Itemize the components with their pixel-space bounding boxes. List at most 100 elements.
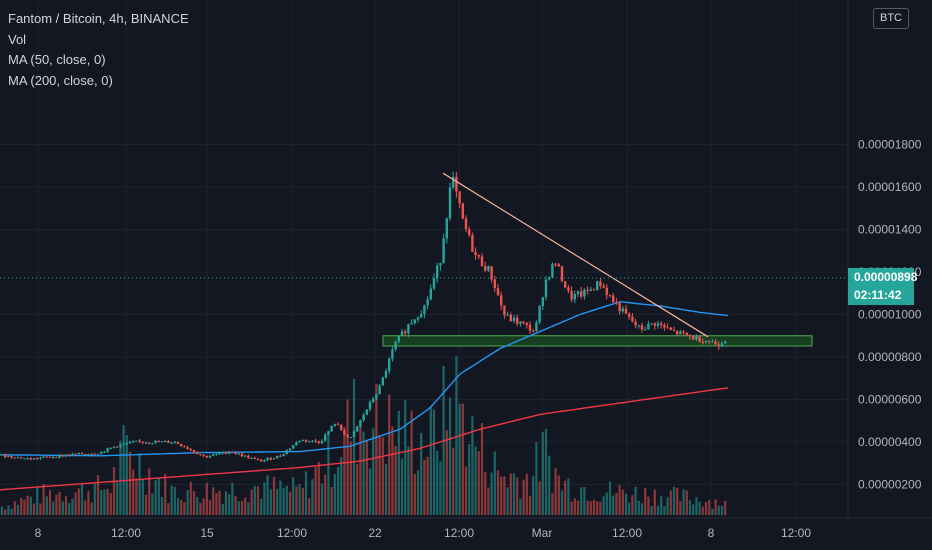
candle-body <box>608 294 612 296</box>
candle-body <box>202 454 205 456</box>
volume-bar <box>432 409 436 515</box>
ma200-line <box>0 387 729 491</box>
volume-bar <box>576 500 580 515</box>
price-tick-label: 0.00000200 <box>858 478 922 492</box>
candle-body <box>589 289 592 291</box>
volume-bar <box>256 486 260 515</box>
candle-body <box>247 455 250 459</box>
candle-body <box>631 316 634 322</box>
volume-bar <box>420 432 423 515</box>
candle-body <box>132 441 135 443</box>
bar-countdown: 02:11:42 <box>854 288 902 302</box>
volume-bar <box>464 466 468 515</box>
candle-body <box>58 455 61 458</box>
volume-bar <box>244 497 247 515</box>
candle-body <box>685 332 688 336</box>
ma200-path <box>0 387 729 491</box>
candle-body <box>573 293 576 300</box>
candle-body <box>717 344 720 347</box>
candle-body <box>292 445 295 449</box>
volume-bar <box>205 483 208 515</box>
volume-bar <box>586 500 589 515</box>
volume-bar <box>157 477 160 515</box>
candle-body <box>474 251 477 255</box>
volume-bar <box>135 478 138 515</box>
candle-body <box>128 441 132 444</box>
price-tick-label: 0.00000600 <box>858 393 922 407</box>
volume-bar <box>519 498 522 515</box>
price-axis[interactable]: 0.000018000.000016000.000014000.00001200… <box>858 138 922 492</box>
candle-body <box>512 317 516 321</box>
volume-bar <box>682 489 685 515</box>
volume-bar <box>39 503 42 515</box>
candle-body <box>356 426 359 432</box>
legend-vol[interactable]: Vol <box>8 31 27 47</box>
candle-body <box>304 439 308 442</box>
volume-bar <box>688 500 692 515</box>
volume-bar <box>164 474 167 515</box>
legend-ma200[interactable]: MA (200, close, 0) <box>8 72 113 88</box>
volume-bar <box>368 468 372 515</box>
volume-bar <box>631 495 634 515</box>
candle-body <box>199 454 202 456</box>
volume-bar <box>692 504 695 515</box>
volume-bar <box>653 489 656 515</box>
legend-ma50[interactable]: MA (50, close, 0) <box>8 52 106 67</box>
legend-title[interactable]: Fantom / Bitcoin, 4h, BINANCE <box>8 11 189 26</box>
candle-body <box>20 457 23 459</box>
candle-body <box>416 317 420 320</box>
volume-bar <box>397 410 400 515</box>
volume-bar <box>64 496 68 515</box>
volume-bar <box>656 505 660 515</box>
candle-body <box>7 455 10 458</box>
candle-body <box>250 457 253 459</box>
volume-bar <box>186 489 189 515</box>
time-axis[interactable]: 8 12:00 15 12:00 22 12:00 Mar 12:00 8 12:00 <box>35 526 812 540</box>
price-tick-label: 0.00001600 <box>858 180 922 194</box>
candle-body <box>192 450 196 453</box>
volume-bar <box>250 489 253 515</box>
candle-body <box>432 278 436 289</box>
candle-body <box>77 452 80 455</box>
candle-body <box>688 335 692 337</box>
volume-bar <box>679 501 682 515</box>
candle-body <box>404 331 407 334</box>
candle-body <box>525 323 528 325</box>
candle-body <box>125 443 128 445</box>
volume-bar <box>253 486 256 515</box>
candle-body <box>343 430 346 435</box>
volume-bar <box>500 476 503 515</box>
candle-body <box>80 452 84 455</box>
volume-bar <box>650 506 653 515</box>
currency-button[interactable]: BTC <box>873 8 909 29</box>
candle-body <box>391 349 394 359</box>
volume-bar <box>660 496 663 515</box>
candle-body <box>426 299 429 306</box>
candle-body <box>519 321 522 324</box>
volume-bar <box>714 499 717 515</box>
candle-body <box>682 331 685 333</box>
volume-bar <box>192 491 196 515</box>
candle-body <box>266 457 269 460</box>
candle-body <box>231 452 234 454</box>
volume-bar <box>116 481 119 515</box>
trendline[interactable] <box>442 172 709 338</box>
volume-bar <box>352 378 356 515</box>
volume-bar <box>378 435 381 515</box>
candle-body <box>477 254 480 257</box>
candle-body <box>423 305 426 314</box>
candle-body <box>346 434 349 438</box>
volume-bar <box>544 428 548 515</box>
volume-bar <box>36 486 39 515</box>
volume-bar <box>493 451 496 515</box>
volume-bar <box>608 481 612 515</box>
candle-body <box>276 455 279 459</box>
candle-body <box>711 341 714 343</box>
candle-body <box>253 457 256 459</box>
volume-bar <box>644 487 647 515</box>
volume-bar <box>346 399 349 515</box>
time-tick-label: 12:00 <box>277 526 307 540</box>
candle-body <box>336 424 340 426</box>
volume-bar <box>87 491 90 515</box>
